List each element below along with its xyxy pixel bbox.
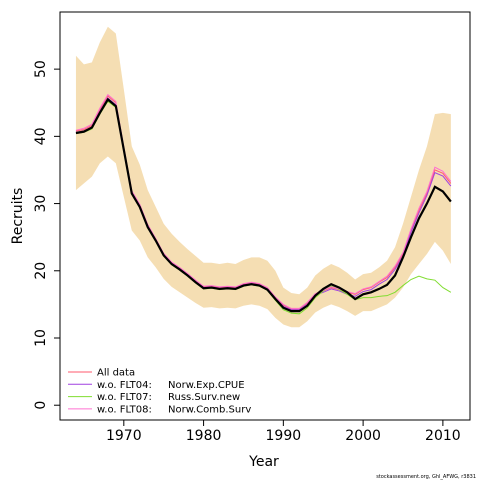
plot-frame bbox=[59, 11, 471, 421]
legend-label: All data bbox=[97, 368, 135, 379]
y-tick-label: 0 bbox=[33, 401, 49, 410]
legend-label: w.o. FLT08: bbox=[97, 404, 152, 415]
y-tick-label: 40 bbox=[33, 127, 49, 145]
y-tick-label: 10 bbox=[33, 329, 49, 347]
legend-label: w.o. FLT04: bbox=[97, 380, 152, 391]
x-tick-label: 2000 bbox=[345, 428, 381, 444]
y-tick-label: 30 bbox=[33, 195, 49, 213]
x-tick-label: 1990 bbox=[266, 428, 302, 444]
series-line bbox=[75, 97, 452, 313]
x-tick-label: 2010 bbox=[425, 428, 461, 444]
legend-fleet: Norw.Exp.CPUE bbox=[168, 380, 245, 391]
confidence-band bbox=[75, 26, 451, 328]
x-tick-label: 1970 bbox=[106, 428, 142, 444]
legend-fleet: Russ.Surv.new bbox=[168, 392, 240, 403]
legend-fleet: Norw.Comb.Surv bbox=[168, 404, 251, 415]
y-tick-label: 50 bbox=[33, 60, 49, 78]
y-axis-label: Recruits bbox=[10, 188, 26, 245]
x-axis-label: Year bbox=[248, 454, 279, 470]
legend-label: w.o. FLT07: bbox=[97, 392, 152, 403]
series-line bbox=[75, 93, 452, 309]
x-tick-label: 1980 bbox=[186, 428, 222, 444]
footnote: stockassessment.org, Ghl_AFWG, r3831 bbox=[376, 474, 476, 480]
y-tick-label: 20 bbox=[33, 262, 49, 280]
